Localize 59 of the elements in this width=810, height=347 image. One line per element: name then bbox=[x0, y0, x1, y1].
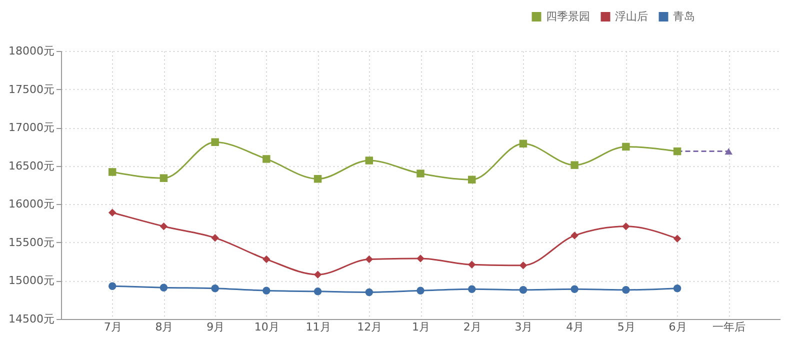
point bbox=[468, 285, 476, 294]
point bbox=[673, 284, 682, 292]
x-tick-label: 7月 bbox=[104, 320, 122, 334]
point bbox=[622, 142, 630, 151]
y-tick-label: 16500元 bbox=[8, 159, 54, 172]
point bbox=[160, 222, 168, 230]
y-tick-label: 17000元 bbox=[8, 121, 54, 134]
point bbox=[468, 260, 476, 269]
point bbox=[468, 176, 476, 184]
point bbox=[108, 168, 116, 176]
y-tick-label: 16000元 bbox=[8, 198, 54, 211]
point bbox=[365, 255, 374, 264]
point bbox=[416, 254, 424, 262]
point bbox=[211, 234, 219, 242]
y-tick-label: 15500元 bbox=[8, 236, 54, 249]
x-tick-label: 1月 bbox=[412, 320, 430, 334]
y-tick-label: 17500元 bbox=[8, 82, 54, 96]
x-tick-label: 6月 bbox=[668, 320, 687, 334]
x-tick-label: 12月 bbox=[357, 320, 382, 334]
point bbox=[314, 288, 322, 296]
point bbox=[108, 208, 116, 216]
legend-label: 四季景园 bbox=[546, 10, 590, 23]
y-tick-label: 14500元 bbox=[8, 312, 54, 326]
point bbox=[622, 286, 630, 294]
point bbox=[570, 161, 578, 169]
x-tick-label: 9月 bbox=[206, 320, 225, 334]
y-tick-label: 18000元 bbox=[8, 44, 54, 58]
point bbox=[262, 255, 270, 264]
x-tick-label: 10月 bbox=[254, 320, 280, 334]
x-tick-label: 8月 bbox=[155, 320, 174, 334]
point bbox=[416, 170, 424, 178]
x-tick-label: 11月 bbox=[306, 320, 331, 334]
x-tick-label: 3月 bbox=[514, 320, 533, 334]
point bbox=[519, 262, 528, 270]
point bbox=[570, 232, 578, 240]
point bbox=[314, 175, 322, 183]
point bbox=[365, 156, 374, 164]
x-tick-label: 4月 bbox=[566, 320, 584, 334]
point bbox=[211, 138, 219, 146]
point bbox=[416, 286, 424, 295]
point bbox=[365, 288, 374, 296]
x-tick-label: 5月 bbox=[617, 320, 636, 334]
point bbox=[519, 286, 528, 294]
point bbox=[519, 140, 528, 148]
point bbox=[108, 282, 116, 290]
point bbox=[622, 222, 630, 230]
point bbox=[160, 284, 168, 292]
legend-label: 青岛 bbox=[673, 10, 695, 23]
point bbox=[262, 155, 270, 163]
point bbox=[570, 285, 578, 294]
x-tick-label: 一年后 bbox=[712, 320, 746, 334]
y-tick-label: 15000元 bbox=[8, 274, 54, 288]
legend-label: 浮山后 bbox=[615, 10, 648, 23]
point bbox=[160, 174, 168, 182]
point bbox=[211, 284, 219, 292]
point bbox=[262, 286, 270, 295]
point bbox=[673, 234, 682, 242]
point bbox=[314, 270, 322, 278]
x-tick-label: 2月 bbox=[463, 320, 482, 334]
